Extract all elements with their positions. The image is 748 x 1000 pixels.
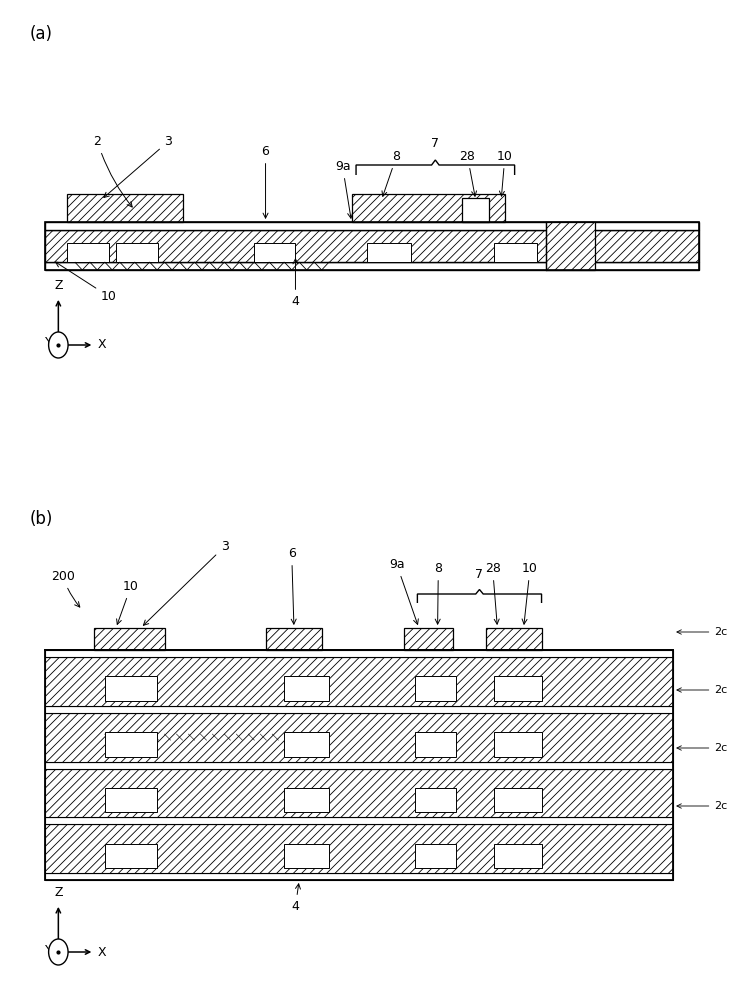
Text: 6: 6 [262, 145, 269, 218]
Text: 4: 4 [292, 259, 299, 308]
Text: X: X [98, 946, 107, 958]
Bar [45, 768, 673, 817]
Bar [45, 762, 673, 768]
Bar [415, 844, 456, 868]
Text: (b): (b) [30, 510, 53, 528]
Text: Y: Y [45, 336, 52, 350]
Bar [367, 243, 411, 262]
Text: Y: Y [45, 944, 52, 956]
Bar [45, 817, 673, 824]
Text: 9a: 9a [389, 558, 418, 624]
Text: (a): (a) [30, 25, 53, 43]
Text: 2c: 2c [677, 627, 728, 637]
Bar [415, 788, 456, 812]
Text: 7: 7 [476, 568, 483, 581]
Circle shape [49, 939, 68, 965]
Bar [45, 230, 699, 262]
Text: Z: Z [54, 886, 63, 899]
Bar [45, 222, 699, 270]
Bar [105, 676, 157, 701]
Bar [284, 676, 329, 701]
Text: 6: 6 [288, 547, 296, 624]
Bar [45, 873, 673, 880]
Text: 10: 10 [117, 580, 139, 624]
Bar [94, 628, 165, 650]
Bar [105, 844, 157, 868]
Bar [45, 222, 699, 230]
Text: 4: 4 [292, 884, 301, 913]
Bar [45, 262, 699, 270]
Bar [45, 824, 673, 873]
Bar [45, 657, 673, 706]
Text: 10: 10 [522, 562, 538, 624]
Bar [486, 628, 542, 650]
Text: 8: 8 [435, 562, 442, 624]
Bar [494, 243, 537, 262]
Bar [284, 732, 329, 757]
Text: 7: 7 [432, 137, 439, 150]
Text: 200: 200 [51, 570, 80, 607]
Bar [352, 194, 505, 222]
Bar [494, 732, 542, 757]
Bar [284, 788, 329, 812]
Text: 3: 3 [104, 135, 172, 197]
Bar [105, 788, 157, 812]
Bar [415, 732, 456, 757]
Bar [45, 650, 673, 657]
Bar [462, 198, 489, 222]
Bar [404, 628, 453, 650]
Text: 10: 10 [55, 262, 117, 303]
Text: 28: 28 [459, 150, 476, 196]
Bar [45, 706, 673, 713]
Text: 2c: 2c [677, 743, 728, 753]
Bar [546, 222, 595, 270]
Bar [494, 788, 542, 812]
Bar [494, 676, 542, 701]
Text: 2c: 2c [677, 685, 728, 695]
Text: 9a: 9a [335, 160, 352, 218]
Bar [67, 194, 183, 222]
Bar [105, 732, 157, 757]
Bar [494, 844, 542, 868]
Text: 3: 3 [144, 540, 229, 625]
Text: 10: 10 [497, 150, 513, 196]
Bar [45, 650, 673, 880]
Bar [415, 676, 456, 701]
Text: 2c: 2c [677, 801, 728, 811]
Bar [254, 243, 295, 262]
Bar [116, 243, 158, 262]
Text: Z: Z [54, 279, 63, 292]
Bar [266, 628, 322, 650]
Circle shape [49, 332, 68, 358]
Text: X: X [98, 338, 107, 352]
Bar [284, 844, 329, 868]
Text: 28: 28 [485, 562, 500, 624]
Text: 2: 2 [94, 135, 132, 207]
Text: 8: 8 [382, 150, 400, 196]
Bar [67, 243, 109, 262]
Bar [45, 713, 673, 762]
